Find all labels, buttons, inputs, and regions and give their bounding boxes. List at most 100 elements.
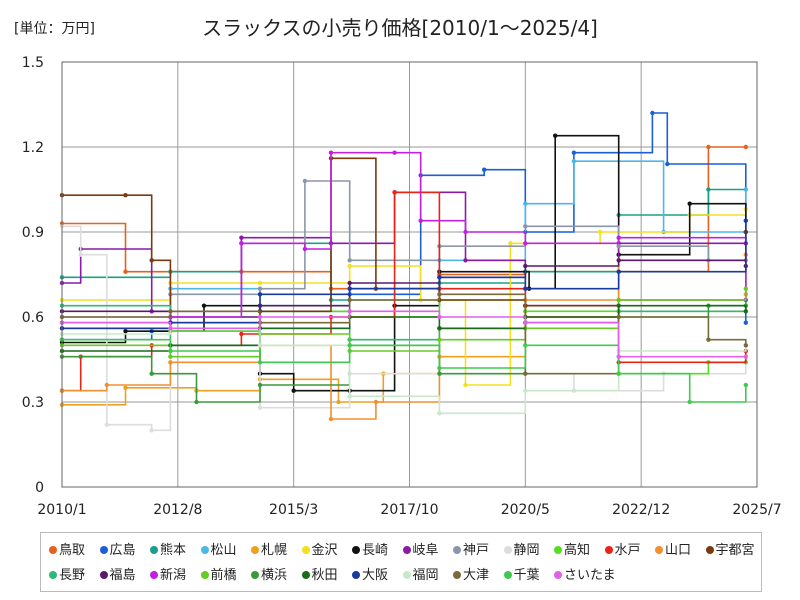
data-point: [239, 331, 244, 337]
data-point: [523, 320, 528, 325]
series-鳥取: [59, 144, 748, 291]
legend-marker: [150, 570, 158, 579]
legend-marker: [99, 570, 108, 579]
legend-marker: [503, 570, 512, 579]
x-tick-label: 2010/1: [37, 502, 86, 518]
data-point: [123, 385, 128, 390]
series-line: [62, 191, 747, 392]
series-さいたま: [59, 309, 748, 359]
data-point: [743, 144, 748, 150]
legend-label: さいたま: [564, 568, 616, 583]
legend-item: 千葉: [503, 564, 540, 583]
data-point: [437, 275, 442, 280]
data-point: [168, 326, 173, 331]
legend-label: 大津: [463, 568, 490, 583]
series-line: [62, 327, 747, 415]
data-point: [168, 348, 173, 354]
data-point: [616, 269, 621, 274]
data-point: [104, 382, 110, 388]
data-point: [347, 394, 352, 399]
series-line: [62, 191, 746, 313]
x-tick-label: 2025/7: [732, 502, 781, 518]
series-広島: [59, 110, 748, 342]
data-point: [257, 360, 263, 365]
legend-item: 熊本: [150, 539, 186, 558]
series-line: [62, 338, 747, 403]
legend-marker: [402, 570, 411, 579]
legend-label: 福岡: [412, 568, 439, 583]
data-point: [743, 286, 748, 291]
data-point: [523, 201, 528, 206]
legend-marker: [200, 570, 209, 579]
data-point: [523, 343, 528, 348]
series-line: [62, 254, 747, 420]
data-point: [149, 371, 154, 376]
unit-label: [単位：万円]: [14, 21, 95, 37]
data-point: [257, 343, 263, 348]
legend-label: 松山: [210, 543, 237, 558]
data-point: [706, 187, 711, 192]
series-札幌: [59, 292, 748, 407]
data-point: [239, 241, 244, 246]
data-point: [168, 354, 173, 359]
data-point: [523, 241, 528, 246]
data-point: [347, 343, 352, 348]
legend-marker: [453, 570, 461, 579]
legend-marker: [604, 545, 613, 554]
x-axis-ticks: 2010/1 2012/8 2015/3 2017/10 2020/5 2022/12 20…: [37, 502, 781, 518]
series-line: [62, 310, 746, 358]
legend-label: 高知: [564, 543, 591, 558]
y-axis-ticks: 0 0.3 0.6 0.9 1.2 1.5: [22, 55, 44, 496]
legend-label: 宇都宮: [715, 543, 755, 558]
legend-marker: [49, 570, 57, 579]
legend-label: 前橋: [210, 568, 237, 583]
data-point: [665, 161, 670, 167]
legend-marker: [200, 545, 209, 554]
legend-item: 前橋: [200, 564, 237, 583]
legend-marker: [352, 570, 360, 579]
series-line: [62, 157, 747, 324]
series-水戸: [59, 190, 748, 393]
series-line: [62, 134, 747, 392]
data-point: [463, 229, 468, 235]
y-tick-label: 0.3: [22, 395, 44, 411]
legend-item: 宇都宮: [705, 539, 755, 558]
data-point: [437, 326, 442, 331]
data-point: [508, 241, 513, 246]
data-point: [437, 292, 442, 297]
data-point: [347, 263, 352, 269]
data-point: [523, 371, 528, 376]
y-tick-label: 1.5: [22, 55, 44, 71]
series-金沢: [59, 207, 748, 388]
data-point: [616, 354, 621, 359]
legend-item: さいたま: [554, 564, 616, 583]
legend-marker: [554, 570, 562, 579]
legend-item: 大阪: [352, 564, 388, 583]
data-point: [194, 399, 199, 405]
data-point: [347, 309, 352, 314]
legend-item: 福岡: [402, 564, 439, 583]
data-point: [743, 343, 748, 348]
legend-marker: [251, 570, 259, 579]
data-point: [257, 286, 263, 291]
legend-label: 秋田: [311, 568, 338, 583]
series-高知: [59, 297, 748, 376]
data-point: [743, 309, 748, 314]
legend-marker: [453, 545, 461, 554]
y-tick-label: 0.6: [22, 310, 44, 326]
legend: 鳥取 広島 熊本 松山 札幌 金沢 長崎 岐阜 神戸 静岡 高知 水戸 山口 宇都宮 長野 福島 新潟 前橋 横浜 秋…: [40, 532, 762, 592]
data-point: [437, 337, 442, 342]
legend-label: 長野: [59, 568, 86, 583]
y-tick-label: 0: [35, 480, 44, 496]
data-point: [743, 354, 748, 359]
data-point: [123, 329, 128, 334]
data-point: [149, 258, 154, 263]
legend-item: 静岡: [503, 539, 540, 558]
series-新潟: [59, 150, 748, 331]
data-point: [571, 150, 577, 155]
legend-item: 松山: [200, 539, 237, 558]
legend-item: 鳥取: [49, 539, 85, 558]
data-point: [347, 286, 352, 291]
legend-marker: [301, 570, 310, 579]
